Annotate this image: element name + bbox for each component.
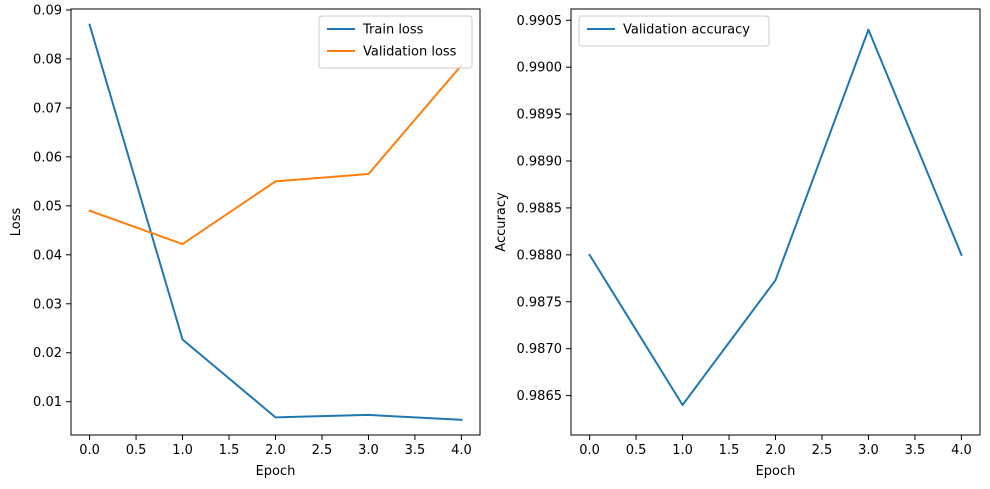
loss-legend: Train loss Validation loss bbox=[318, 15, 473, 69]
accuracy-y-tick-label: 0.9890 bbox=[517, 155, 563, 170]
accuracy-x-tick-label: 1.5 bbox=[719, 443, 740, 458]
accuracy-y-tick-label: 0.9900 bbox=[517, 61, 563, 76]
loss-y-tick-label: 0.02 bbox=[33, 346, 62, 361]
accuracy-y-tick-label: 0.9885 bbox=[517, 201, 563, 216]
loss-x-tick-label: 3.5 bbox=[405, 443, 426, 458]
loss-y-tick-label: 0.09 bbox=[33, 3, 62, 18]
loss-y-tick-label: 0.01 bbox=[33, 395, 62, 410]
accuracy-legend-box bbox=[578, 15, 770, 47]
loss-y-tick-label: 0.07 bbox=[33, 101, 62, 116]
loss-x-axis-label: Epoch bbox=[256, 464, 296, 479]
loss-x-tick-label: 2.5 bbox=[312, 443, 333, 458]
accuracy-x-tick-label: 2.5 bbox=[812, 443, 833, 458]
accuracy-y-tick-label: 0.9865 bbox=[517, 389, 563, 404]
loss-x-tick-label: 3.0 bbox=[358, 443, 379, 458]
loss-x-tick-label: 4.0 bbox=[451, 443, 472, 458]
loss-series-validation-loss-line bbox=[88, 63, 463, 246]
loss-x-tick-label: 0.5 bbox=[126, 443, 147, 458]
accuracy-x-tick-label: 1.0 bbox=[672, 443, 693, 458]
accuracy-y-tick-label: 0.9880 bbox=[517, 248, 563, 263]
accuracy-y-axis-label: Accuracy bbox=[494, 192, 509, 252]
loss-x-tick-label: 1.5 bbox=[219, 443, 240, 458]
accuracy-x-tick-label: 0.5 bbox=[626, 443, 647, 458]
accuracy-legend-label-validation-accuracy: Validation accuracy bbox=[623, 23, 750, 38]
loss-y-axis-label: Loss bbox=[9, 208, 24, 237]
loss-x-tick-label: 1.0 bbox=[172, 443, 193, 458]
accuracy-y-tick-label: 0.9905 bbox=[517, 14, 563, 29]
accuracy-legend: Validation accuracy bbox=[578, 15, 770, 47]
loss-y-tick-label: 0.08 bbox=[33, 52, 62, 67]
loss-series-train-loss-line bbox=[88, 23, 463, 421]
accuracy-series-validation-accuracy-line bbox=[588, 28, 963, 406]
loss-y-tick-label: 0.05 bbox=[33, 199, 62, 214]
loss-x-tick-label: 2.0 bbox=[265, 443, 286, 458]
accuracy-y-tick-label: 0.9895 bbox=[517, 108, 563, 123]
accuracy-x-tick-label: 2.0 bbox=[765, 443, 786, 458]
accuracy-x-tick-label: 0.0 bbox=[579, 443, 600, 458]
loss-axes-frame bbox=[70, 8, 481, 436]
loss-legend-box bbox=[318, 15, 473, 69]
accuracy-axes-frame bbox=[570, 8, 981, 436]
loss-x-tick-label: 0.0 bbox=[79, 443, 100, 458]
accuracy-x-tick-label: 3.5 bbox=[905, 443, 926, 458]
loss-legend-label-train-loss: Train loss bbox=[362, 23, 424, 38]
loss-legend-label-validation-loss: Validation loss bbox=[363, 45, 457, 60]
accuracy-chart: 0.0 0.5 1.0 1.5 2.0 2.5 3.0 3.5 4.0 0.9865 0.9870 0… bbox=[494, 8, 981, 479]
loss-chart: 0.0 0.5 1.0 1.5 2.0 2.5 3.0 3.5 4.0 0.01 0.02 0.03 0… bbox=[9, 3, 481, 479]
loss-y-tick-label: 0.06 bbox=[33, 150, 62, 165]
loss-y-tick-label: 0.03 bbox=[33, 297, 62, 312]
accuracy-y-tick-label: 0.9875 bbox=[517, 295, 563, 310]
loss-y-tick-label: 0.04 bbox=[33, 248, 62, 263]
accuracy-y-tick-label: 0.9870 bbox=[517, 342, 563, 357]
accuracy-x-axis-label: Epoch bbox=[756, 464, 796, 479]
accuracy-x-tick-label: 4.0 bbox=[951, 443, 972, 458]
accuracy-x-tick-label: 3.0 bbox=[858, 443, 879, 458]
